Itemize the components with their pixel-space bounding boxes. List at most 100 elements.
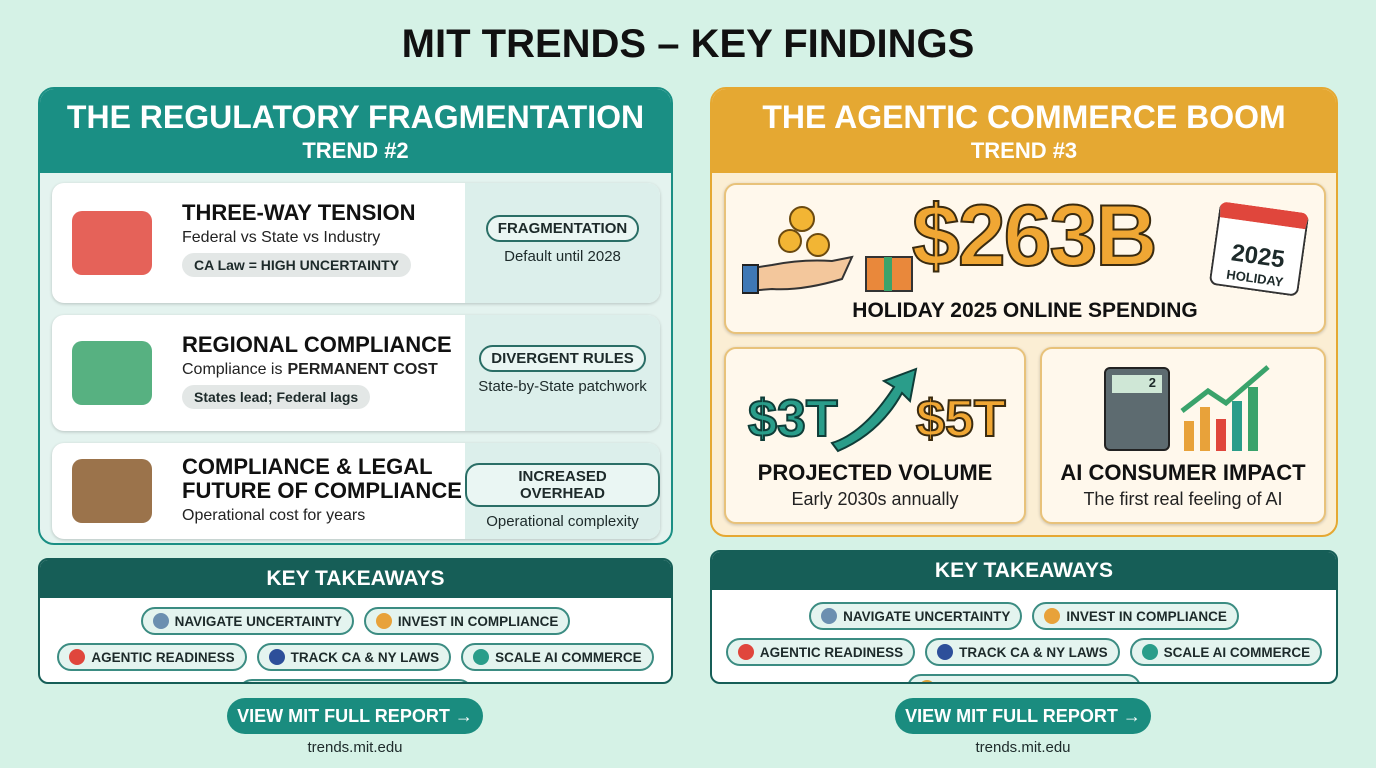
right-title: THE AGENTIC COMMERCE BOOM bbox=[762, 99, 1286, 135]
chip-icon bbox=[152, 613, 169, 629]
chip-icon bbox=[937, 644, 954, 660]
takeaway-chip: TRACK CA & NY LAWS bbox=[256, 643, 452, 671]
takeaway-chip: ADAPT OPERATIONAL COST bbox=[906, 674, 1142, 683]
card-body: REGIONAL COMPLIANCE Compliance is PERMANEN… bbox=[182, 333, 482, 409]
takeaway-chip: AGENTIC READINESS bbox=[57, 643, 247, 671]
left-subtitle: TREND #2 bbox=[302, 138, 409, 163]
left-title: THE REGULATORY FRAGMENTATION bbox=[66, 99, 645, 135]
chip-icon bbox=[821, 608, 838, 624]
report-button[interactable]: VIEW MIT FULL REPORT → bbox=[895, 698, 1151, 734]
card-icon bbox=[72, 459, 152, 523]
card-tag: DIVERGENT RULES bbox=[479, 345, 646, 372]
takeaway-chip: NAVIGATE UNCERTAINTY bbox=[140, 607, 354, 635]
card-text-main: Federal vs State vs Industry bbox=[182, 229, 381, 246]
card-text-main: Compliance is bbox=[182, 361, 283, 378]
card-icon bbox=[72, 341, 152, 405]
hero-caption: HOLIDAY 2025 ONLINE SPENDING bbox=[852, 299, 1198, 322]
right-panel: THE AGENTIC COMMERCE BOOM TREND #3 $263B… bbox=[710, 87, 1338, 537]
chip-icon bbox=[1044, 608, 1061, 624]
growth-chart-icon bbox=[1180, 365, 1270, 451]
finding-card: THREE-WAY TENSION Federal vs State vs Ind… bbox=[52, 183, 660, 303]
hero-value: $263B bbox=[911, 187, 1158, 285]
takeaways-title: KEY TAKEAWAYS bbox=[712, 552, 1336, 590]
stat-to: $5T bbox=[915, 389, 1007, 449]
card-note: Operational complexity bbox=[486, 513, 639, 530]
report-link[interactable]: trends.mit.edu bbox=[307, 739, 403, 756]
takeaway-chip: ADAPT OPERATIONAL COST bbox=[238, 679, 473, 682]
takeaways-title: KEY TAKEAWAYS bbox=[40, 560, 671, 598]
arrow-icon bbox=[830, 367, 918, 453]
stat-card: $3T $5T PROJECTED VOLUME Early 2030s ann… bbox=[724, 347, 1026, 524]
chip-label: SCALE AI COMMERCE bbox=[495, 649, 642, 665]
card-text: Federal vs State vs Industry bbox=[182, 229, 482, 247]
report-button[interactable]: VIEW MIT FULL REPORT → bbox=[227, 698, 483, 734]
card-text-emphasis: PERMANENT COST bbox=[287, 361, 438, 378]
takeaway-chip: NAVIGATE UNCERTAINTY bbox=[809, 602, 1023, 630]
takeaway-chip: INVEST IN COMPLIANCE bbox=[1032, 602, 1239, 630]
chip-label: NAVIGATE UNCERTAINTY bbox=[174, 613, 342, 629]
takeaway-chip: SCALE AI COMMERCE bbox=[461, 643, 654, 671]
calculator-display: 2 bbox=[1112, 375, 1162, 393]
finding-card: REGIONAL COMPLIANCE Compliance is PERMANEN… bbox=[52, 315, 660, 431]
chip-label: AGENTIC READINESS bbox=[759, 644, 904, 660]
chip-icon bbox=[375, 613, 392, 629]
calculator-icon: 2 bbox=[1104, 367, 1170, 451]
chip-label: INVEST IN COMPLIANCE bbox=[1066, 608, 1227, 624]
card-heading: COMPLIANCE & LEGAL FUTURE OF COMPLIANCE bbox=[182, 454, 462, 503]
left-takeaways: KEY TAKEAWAYS NAVIGATE UNCERTAINTY INVEST… bbox=[38, 558, 673, 684]
left-panel: THE REGULATORY FRAGMENTATION TREND #2 TH… bbox=[38, 87, 673, 545]
left-header: THE REGULATORY FRAGMENTATION TREND #2 bbox=[40, 89, 671, 173]
card-note: Default until 2028 bbox=[504, 248, 621, 265]
chip-icon bbox=[737, 644, 754, 660]
card-text: Operational cost for years bbox=[182, 507, 482, 525]
right-subtitle: TREND #3 bbox=[970, 138, 1078, 163]
calendar: 2025 HOLIDAY bbox=[1208, 201, 1310, 297]
card-heading: REGIONAL COMPLIANCE bbox=[182, 332, 452, 357]
finding-card: COMPLIANCE & LEGAL FUTURE OF COMPLIANCE O… bbox=[52, 443, 660, 539]
report-link[interactable]: trends.mit.edu bbox=[975, 739, 1071, 756]
card-body: COMPLIANCE & LEGAL FUTURE OF COMPLIANCE O… bbox=[182, 455, 482, 525]
card-side: DIVERGENT RULES State-by-State patchwork bbox=[465, 315, 660, 431]
card-icon bbox=[72, 211, 152, 275]
takeaway-chip: INVEST IN COMPLIANCE bbox=[363, 607, 571, 635]
chip-label: ADAPT OPERATIONAL COST bbox=[941, 681, 1130, 683]
chip-icon bbox=[918, 680, 935, 682]
stat-note: Early 2030s annually bbox=[791, 489, 959, 509]
right-takeaways: KEY TAKEAWAYS NAVIGATE UNCERTAINTY INVEST… bbox=[710, 550, 1338, 684]
card-heading: THREE-WAY TENSION bbox=[182, 200, 416, 225]
card-text-main: Operational cost for years bbox=[182, 507, 366, 524]
card-tag: FRAGMENTATION bbox=[485, 215, 640, 242]
chip-icon bbox=[473, 649, 490, 665]
card-side: INCREASED OVERHEAD Operational complexity bbox=[465, 443, 660, 539]
stat-heading: PROJECTED VOLUME bbox=[757, 460, 993, 485]
stat-note: The first real feeling of AI bbox=[1083, 489, 1283, 509]
chip-label: TRACK CA & NY LAWS bbox=[959, 644, 1108, 660]
takeaway-chip: AGENTIC READINESS bbox=[725, 638, 916, 666]
stat-from: $3T bbox=[747, 389, 839, 449]
chip-label: SCALE AI COMMERCE bbox=[1163, 644, 1311, 660]
right-header: THE AGENTIC COMMERCE BOOM TREND #3 bbox=[712, 89, 1336, 173]
chip-label: AGENTIC READINESS bbox=[91, 649, 235, 665]
card-note: State-by-State patchwork bbox=[478, 378, 647, 395]
chip-icon bbox=[69, 649, 86, 665]
page-title: MIT TRENDS – KEY FINDINGS bbox=[401, 22, 975, 66]
takeaway-chip: SCALE AI COMMERCE bbox=[1129, 638, 1323, 666]
chip-label: TRACK CA & NY LAWS bbox=[290, 649, 440, 665]
card-text: Compliance is PERMANENT COST bbox=[182, 361, 482, 379]
card-side: FRAGMENTATION Default until 2028 bbox=[465, 183, 660, 303]
card-tag: INCREASED OVERHEAD bbox=[465, 463, 660, 507]
gift-icon bbox=[865, 256, 913, 292]
takeaway-chip: TRACK CA & NY LAWS bbox=[925, 638, 1120, 666]
money-icon bbox=[742, 206, 854, 294]
hero-card: $263B 2025 HOLIDAY HOLIDAY 2025 ONLINE S… bbox=[724, 183, 1326, 334]
card-pill: CA Law = HIGH UNCERTAINTY bbox=[182, 253, 411, 277]
stat-heading: AI CONSUMER IMPACT bbox=[1060, 460, 1306, 485]
card-pill: States lead; Federal lags bbox=[182, 385, 371, 409]
stat-card: 2 AI CONSUMER IMPACT The first real feel… bbox=[1040, 347, 1326, 524]
card-body: THREE-WAY TENSION Federal vs State vs Ind… bbox=[182, 201, 482, 277]
chip-icon bbox=[1141, 644, 1158, 660]
chip-label: NAVIGATE UNCERTAINTY bbox=[843, 608, 1011, 624]
chip-label: INVEST IN COMPLIANCE bbox=[397, 613, 559, 629]
chip-icon bbox=[268, 649, 285, 665]
